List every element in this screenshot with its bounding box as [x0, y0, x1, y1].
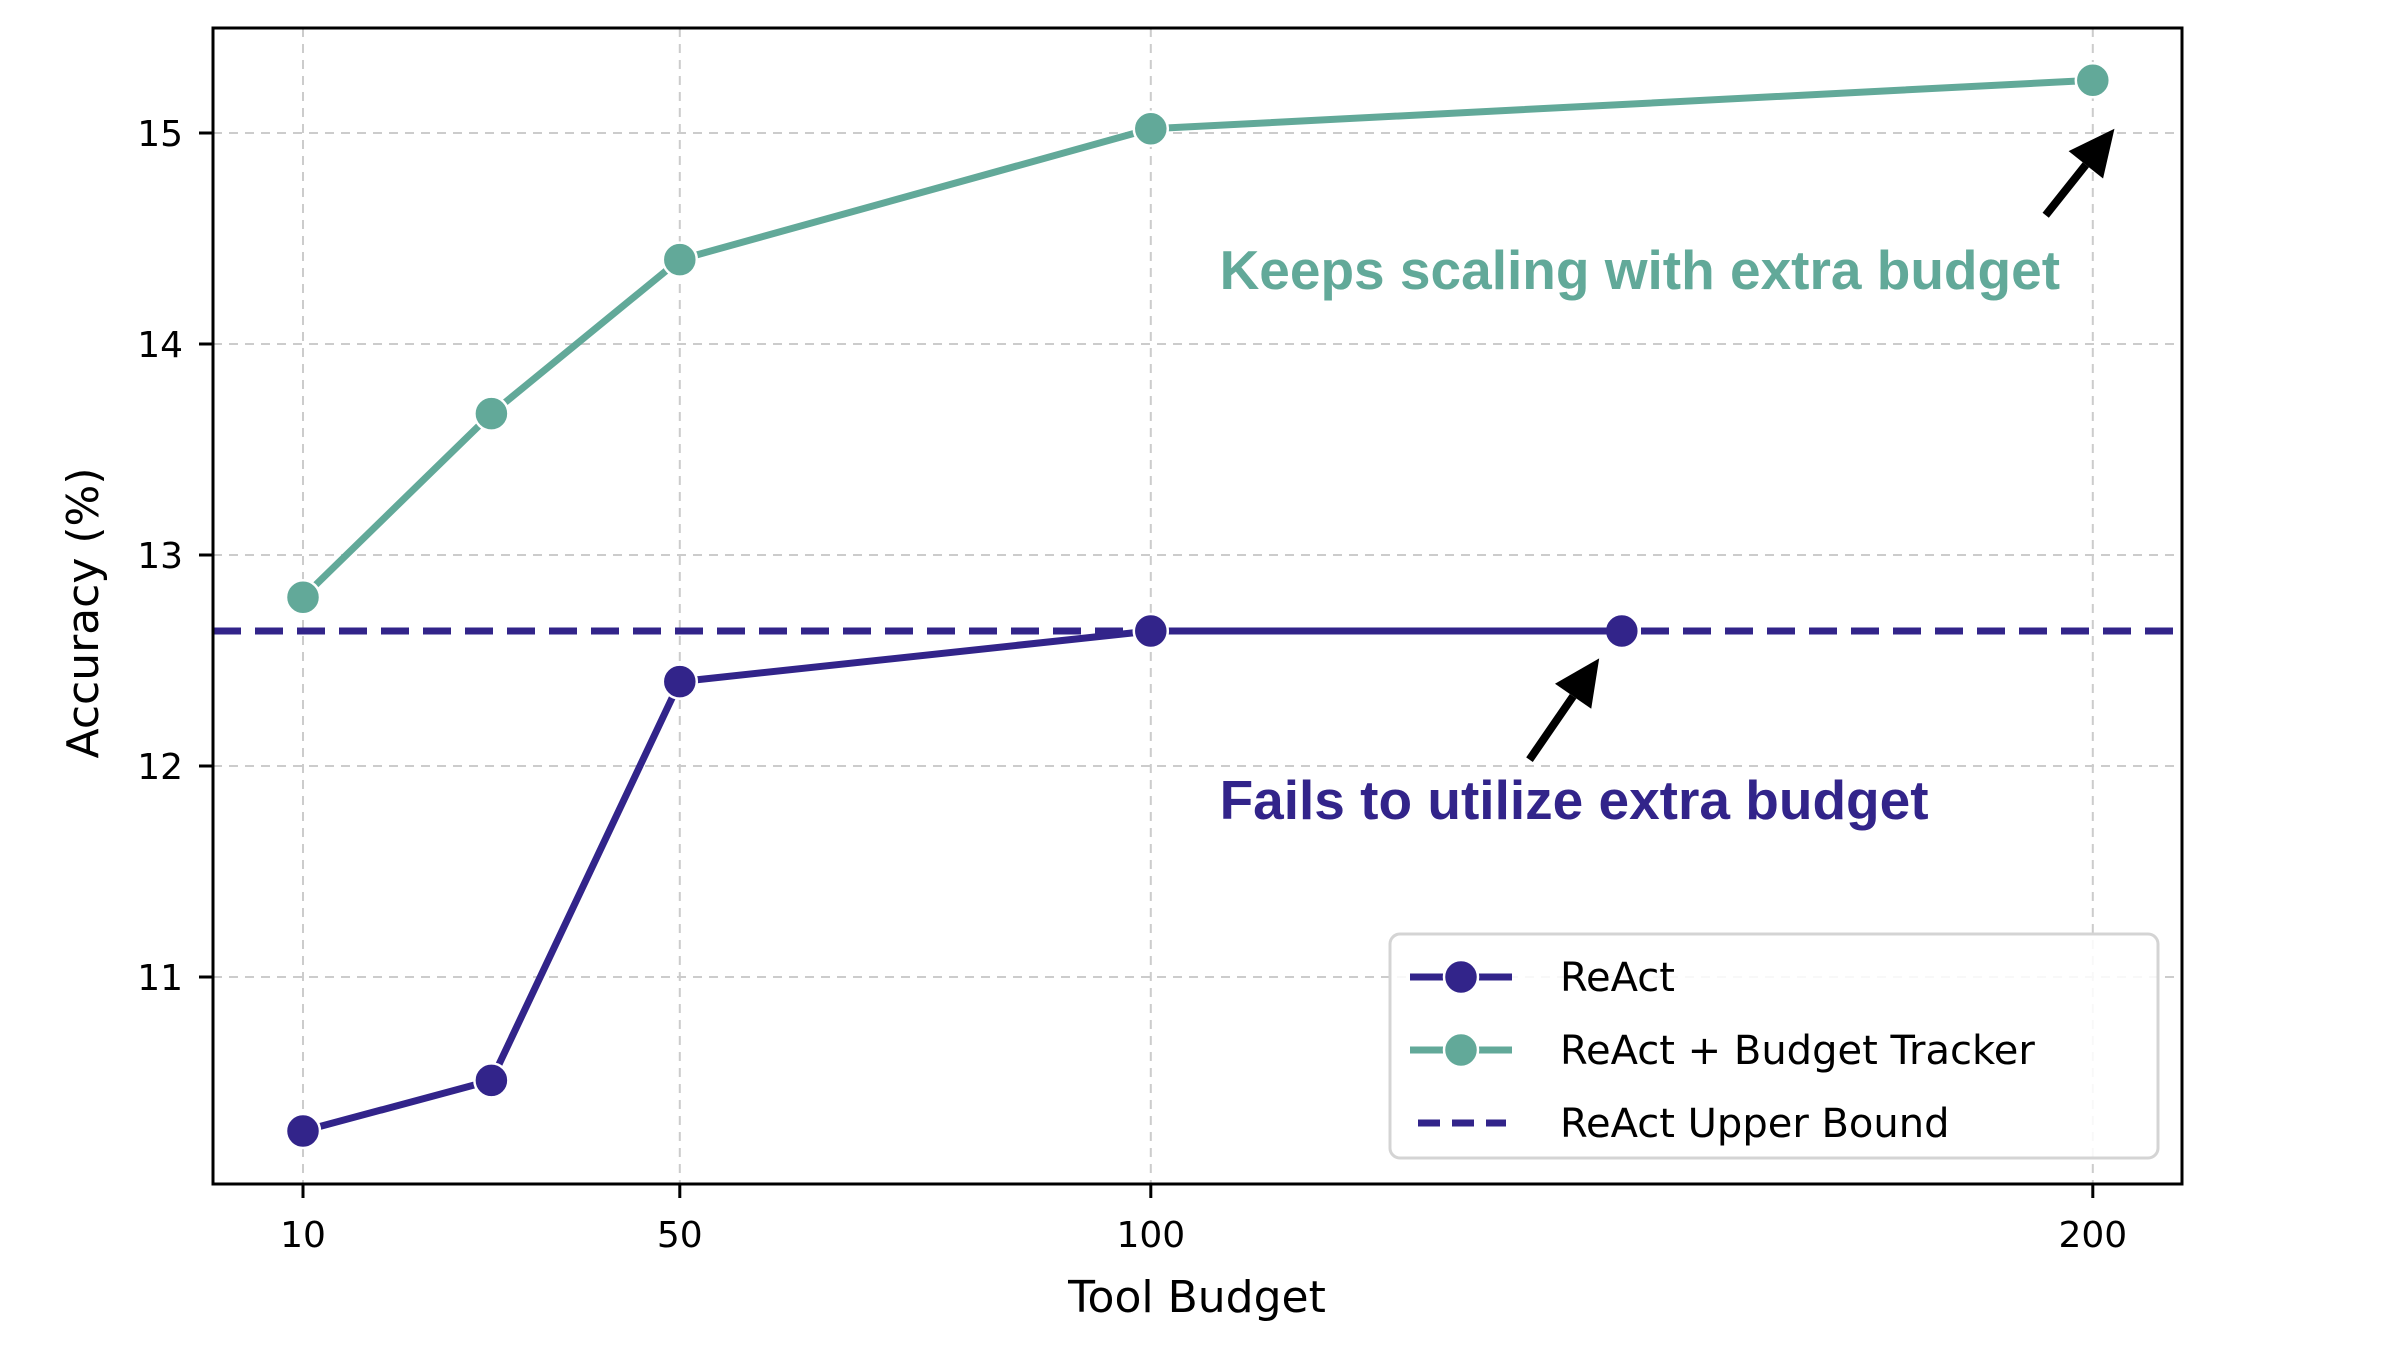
annotations: Keeps scaling with extra budget Fails to … — [1220, 128, 2115, 831]
x-tick-label: 50 — [657, 1215, 703, 1256]
grid-lines — [213, 28, 2182, 1184]
data-point-marker — [1132, 110, 1170, 148]
y-tick-label: 11 — [137, 958, 183, 999]
axis-ticks: 10 50 100 200 11 12 13 14 15 — [137, 114, 2127, 1256]
x-tick-label: 200 — [2058, 1215, 2127, 1256]
series-react-budget-tracker — [284, 62, 2112, 616]
annotation: Keeps scaling with extra budget — [1220, 128, 2115, 301]
legend-marker-icon — [1442, 958, 1480, 996]
annotation: Fails to utilize extra budget — [1220, 658, 1929, 831]
legend-item: ReAct Upper Bound — [1418, 1101, 1950, 1147]
legend-item: ReAct — [1410, 955, 1675, 1001]
data-point-marker — [284, 578, 322, 616]
x-axis-label: Tool Budget — [1067, 1272, 1326, 1323]
legend-marker-icon — [1442, 1031, 1480, 1069]
legend-box — [1388, 932, 2160, 1160]
arrow-head-icon — [2068, 128, 2115, 179]
y-tick-label: 15 — [137, 114, 183, 155]
y-axis-label: Accuracy (%) — [58, 467, 109, 758]
series-layer — [213, 62, 2182, 1150]
legend: ReAct ReAct + Budget Tracker ReAct Upper B… — [1388, 932, 2160, 1160]
annotation-text: Fails to utilize extra budget — [1220, 769, 1929, 831]
legend-label: ReAct + Budget Tracker — [1560, 1028, 2035, 1074]
arrow-shaft — [2042, 162, 2089, 218]
legend-label: ReAct — [1560, 955, 1675, 1001]
legend-label: ReAct Upper Bound — [1560, 1101, 1950, 1147]
data-point-marker — [2074, 62, 2112, 99]
arrow-shaft — [1526, 694, 1577, 762]
y-tick-label: 13 — [137, 536, 183, 577]
annotation-text: Keeps scaling with extra budget — [1220, 239, 2060, 301]
legend-item: ReAct + Budget Tracker — [1410, 1028, 2035, 1074]
data-point-marker — [661, 663, 699, 700]
arrow-head-icon — [1554, 658, 1600, 709]
data-point-marker — [473, 395, 510, 432]
y-tick-label: 14 — [137, 325, 183, 366]
x-tick-label: 100 — [1116, 1215, 1185, 1256]
plot-frame — [211, 26, 2184, 1186]
data-point-marker — [284, 1112, 322, 1150]
x-tick-label: 10 — [280, 1215, 326, 1256]
y-tick-label: 12 — [137, 747, 183, 788]
data-point-marker — [661, 241, 699, 278]
data-point-marker — [473, 1062, 510, 1099]
